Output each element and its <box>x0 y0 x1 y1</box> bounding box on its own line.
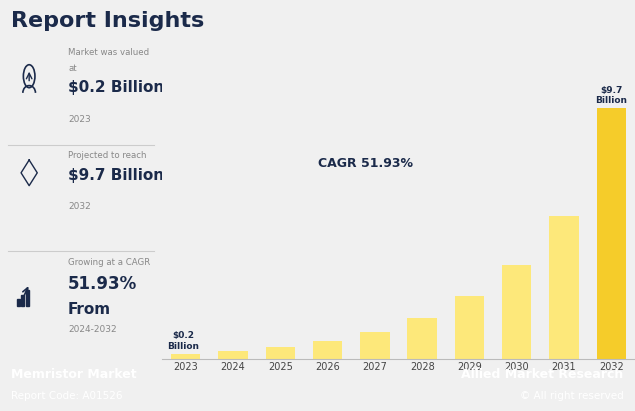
Text: 2023: 2023 <box>68 115 91 124</box>
Text: ☺: ☺ <box>6 76 32 101</box>
Text: at: at <box>68 64 77 73</box>
Text: $0.2
Billion: $0.2 Billion <box>167 331 199 351</box>
Bar <box>25 290 29 306</box>
Bar <box>455 296 484 359</box>
Text: CAGR 51.93%: CAGR 51.93% <box>318 157 413 170</box>
Text: $9.7 Billion: $9.7 Billion <box>68 168 164 183</box>
Text: Market was valued: Market was valued <box>68 48 149 57</box>
Bar <box>549 216 578 359</box>
Text: From: From <box>68 302 111 317</box>
Text: 51.93%: 51.93% <box>68 275 137 293</box>
Bar <box>502 265 531 359</box>
Text: Projected to reach: Projected to reach <box>68 151 147 160</box>
Bar <box>360 332 389 359</box>
Bar <box>313 341 342 359</box>
Text: 2024-2032: 2024-2032 <box>68 325 117 334</box>
Text: Memristor Market: Memristor Market <box>11 368 137 381</box>
Bar <box>22 295 25 306</box>
Text: $0.2 Billion: $0.2 Billion <box>68 80 164 95</box>
Text: Growing at a CAGR: Growing at a CAGR <box>68 258 150 267</box>
Text: 2032: 2032 <box>68 202 91 211</box>
Bar <box>17 299 20 306</box>
Bar <box>218 351 248 359</box>
Text: © All right reserved: © All right reserved <box>520 391 624 402</box>
Text: Report Insights: Report Insights <box>11 11 204 31</box>
Text: $9.7
Billion: $9.7 Billion <box>596 86 627 105</box>
Bar <box>597 108 626 359</box>
Text: Allied Market Research: Allied Market Research <box>461 368 624 381</box>
Bar <box>171 354 200 359</box>
Text: Report Code: A01526: Report Code: A01526 <box>11 391 123 402</box>
Bar <box>408 318 437 359</box>
Bar <box>265 347 295 359</box>
